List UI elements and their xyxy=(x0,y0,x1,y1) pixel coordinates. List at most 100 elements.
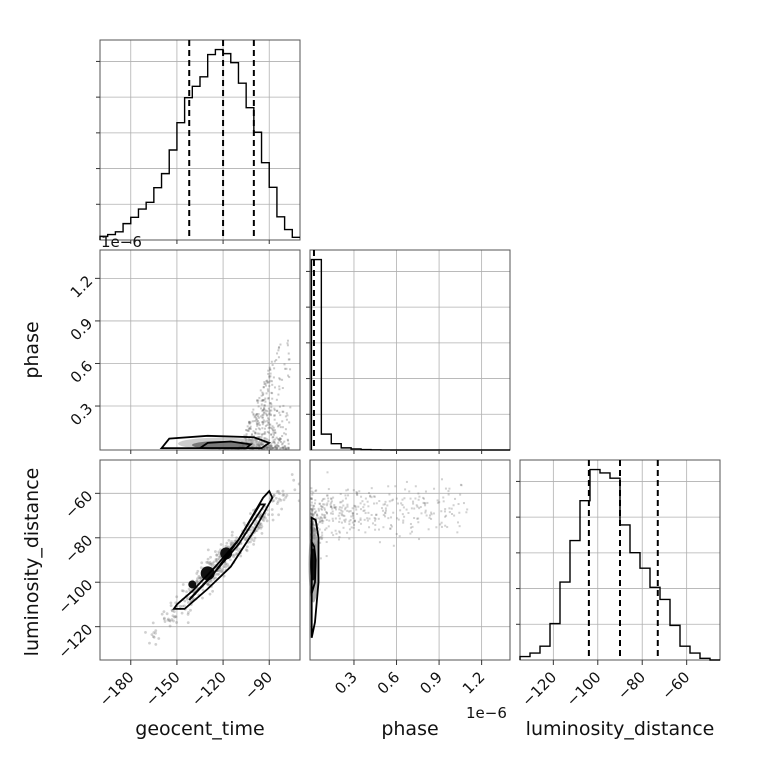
sample-point xyxy=(269,402,272,405)
sample-point xyxy=(261,440,264,443)
sample-point xyxy=(319,557,322,560)
sample-point xyxy=(259,446,262,449)
sample-point xyxy=(200,561,204,565)
sample-point xyxy=(378,541,381,544)
sample-point xyxy=(208,560,212,564)
sample-point xyxy=(351,512,354,515)
sample-point xyxy=(417,517,420,520)
sample-point xyxy=(328,519,331,522)
sample-point xyxy=(264,420,267,423)
xtick-label-luminosity-distance-1: −100 xyxy=(563,668,605,710)
sample-point xyxy=(311,523,314,526)
sample-point xyxy=(266,446,269,449)
sample-point xyxy=(349,519,352,522)
sample-point xyxy=(262,421,265,424)
sample-point xyxy=(259,526,263,530)
sample-point xyxy=(175,595,179,599)
sample-point xyxy=(269,446,272,449)
sample-point xyxy=(315,489,318,492)
sample-point xyxy=(281,493,285,497)
sample-point xyxy=(312,520,315,523)
sample-point xyxy=(444,524,447,527)
sample-point xyxy=(261,391,264,394)
sample-point xyxy=(310,512,313,515)
sample-point xyxy=(258,515,262,518)
sample-point xyxy=(285,447,288,450)
sample-point xyxy=(279,437,282,440)
sample-point xyxy=(264,441,267,444)
sample-point xyxy=(197,576,201,580)
sample-point xyxy=(361,500,364,503)
sample-point xyxy=(355,493,358,496)
sample-point xyxy=(260,407,263,410)
sample-point xyxy=(196,580,200,584)
sample-point xyxy=(362,509,365,512)
sample-point xyxy=(270,380,273,383)
sample-point xyxy=(264,384,267,387)
sample-point xyxy=(314,511,317,514)
sample-point xyxy=(319,504,322,507)
sample-point xyxy=(271,364,274,367)
sample-point xyxy=(251,411,254,414)
sample-point xyxy=(274,431,277,434)
sample-point xyxy=(395,497,398,500)
sample-point xyxy=(195,572,199,575)
sample-point xyxy=(351,507,354,510)
sample-point xyxy=(312,515,315,518)
sample-point xyxy=(387,517,390,520)
sample-point xyxy=(330,512,333,515)
sample-point xyxy=(262,441,265,444)
sample-point xyxy=(334,517,337,520)
sample-point xyxy=(331,512,334,515)
sample-point xyxy=(346,531,349,534)
sample-point xyxy=(316,527,319,530)
sample-point xyxy=(396,517,399,520)
sample-point xyxy=(266,423,269,426)
sample-point xyxy=(348,523,351,526)
sample-point xyxy=(269,409,272,412)
sample-point xyxy=(312,491,315,494)
sample-point xyxy=(267,390,270,393)
sample-point xyxy=(275,422,278,425)
frame-phase-vs-geocent-time xyxy=(99,249,301,451)
sample-point xyxy=(439,523,442,526)
sample-point xyxy=(277,349,280,352)
sample-point xyxy=(258,525,261,529)
sample-point xyxy=(403,497,406,500)
sample-point xyxy=(262,407,265,410)
sample-point xyxy=(243,437,246,440)
sample-point xyxy=(310,490,313,493)
sample-point xyxy=(268,444,271,447)
sample-point xyxy=(286,339,289,342)
sample-point xyxy=(248,427,251,430)
sample-point xyxy=(375,513,378,516)
sample-point xyxy=(181,604,184,608)
sample-point xyxy=(154,631,157,635)
sample-point xyxy=(326,502,329,505)
sample-point xyxy=(314,529,317,532)
sample-point xyxy=(218,555,222,559)
sample-point xyxy=(332,496,335,499)
sample-point xyxy=(209,579,213,583)
sample-point xyxy=(245,433,248,436)
sample-point xyxy=(321,519,324,522)
sample-point xyxy=(320,505,323,508)
sample-point xyxy=(235,551,238,555)
sample-point xyxy=(334,506,337,509)
sample-point xyxy=(243,538,247,542)
sample-point xyxy=(324,516,327,519)
sample-point xyxy=(278,439,281,442)
sample-point xyxy=(292,478,296,482)
sample-point xyxy=(457,503,460,506)
sample-point xyxy=(170,618,174,621)
sample-point xyxy=(207,583,210,587)
sample-point xyxy=(395,533,398,536)
sample-point xyxy=(267,431,270,434)
sample-point xyxy=(217,552,221,556)
sample-point xyxy=(244,436,247,439)
sample-point xyxy=(256,401,259,404)
sample-point xyxy=(314,490,317,493)
sample-point xyxy=(355,491,358,494)
sample-point xyxy=(258,435,261,438)
sample-point xyxy=(267,369,270,372)
